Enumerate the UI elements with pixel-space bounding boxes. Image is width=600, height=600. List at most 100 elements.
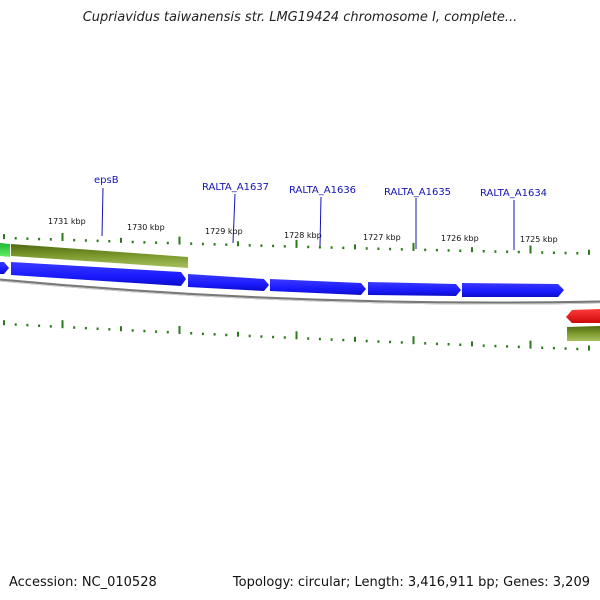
leader-line-RALTA_A1636 bbox=[319, 196, 322, 247]
scale-tick bbox=[143, 329, 146, 333]
scale-tick bbox=[400, 248, 403, 251]
scale-tick bbox=[318, 246, 321, 249]
scale-tick bbox=[447, 343, 450, 346]
scale-tick bbox=[588, 345, 590, 351]
gene-label-RALTA_A1635[interactable]: RALTA_A1635 bbox=[384, 187, 451, 198]
accession-text: Accession: NC_010528 bbox=[9, 575, 157, 590]
gene-label-RALTA_A1636[interactable]: RALTA_A1636 bbox=[289, 185, 356, 196]
scale-tick bbox=[459, 343, 462, 346]
scale-tick bbox=[342, 338, 345, 342]
gene-label-epsB[interactable]: epsB bbox=[94, 175, 119, 186]
scale-tick bbox=[506, 345, 509, 348]
scale-tick bbox=[295, 331, 298, 340]
scale-tick bbox=[588, 249, 590, 255]
scale-tick bbox=[155, 241, 158, 244]
scale-tick bbox=[447, 249, 450, 252]
bright-green-feature[interactable] bbox=[0, 243, 10, 257]
scale-tick bbox=[26, 323, 29, 327]
scale-tick bbox=[307, 337, 310, 340]
scale-tick bbox=[3, 320, 5, 326]
scale-tick bbox=[576, 252, 579, 255]
scale-tick bbox=[155, 330, 158, 333]
scale-tick bbox=[471, 247, 473, 253]
scale-tick bbox=[213, 243, 216, 246]
scale-tick bbox=[131, 329, 134, 332]
chromosome-backbone bbox=[0, 278, 600, 305]
gene-arrow-RALTA_A1635[interactable] bbox=[368, 282, 461, 296]
scale-tick bbox=[564, 251, 567, 255]
scale-tick bbox=[166, 241, 169, 245]
scale-tick bbox=[435, 248, 438, 252]
scale-tick bbox=[494, 250, 497, 253]
map-title: Cupriavidus taiwanensis str. LMG19424 ch… bbox=[82, 10, 518, 25]
green-feature-top[interactable] bbox=[11, 244, 188, 268]
gene-arrow-epsB[interactable] bbox=[11, 262, 186, 286]
scale-tick bbox=[108, 328, 111, 331]
scale-tick bbox=[365, 339, 368, 343]
scale-tick bbox=[73, 238, 76, 242]
scale-tick bbox=[517, 345, 520, 349]
scale-tick bbox=[201, 242, 204, 246]
scale-tick bbox=[213, 333, 216, 336]
scale-tick bbox=[389, 340, 392, 344]
scale-tick bbox=[96, 239, 99, 243]
upper-scale-ticks bbox=[3, 233, 590, 255]
gene-label-RALTA_A1634[interactable]: RALTA_A1634 bbox=[480, 188, 547, 199]
scale-tick bbox=[61, 233, 64, 241]
scale-tick bbox=[201, 332, 204, 336]
scale-label-1729: 1729 kbp bbox=[205, 227, 243, 236]
scale-tick bbox=[26, 237, 29, 240]
scale-tick bbox=[412, 242, 415, 251]
scale-tick bbox=[3, 234, 5, 240]
scale-tick bbox=[564, 347, 567, 350]
scale-tick bbox=[482, 250, 485, 253]
scale-tick bbox=[529, 245, 532, 254]
scale-tick bbox=[435, 342, 438, 346]
scale-tick bbox=[272, 335, 275, 339]
scale-tick bbox=[552, 346, 555, 350]
scale-tick bbox=[365, 247, 368, 250]
scale-tick bbox=[307, 245, 310, 249]
scale-tick bbox=[14, 237, 17, 240]
scale-tick bbox=[143, 241, 146, 244]
leader-line-RALTA_A1637 bbox=[232, 193, 236, 244]
scale-tick bbox=[96, 327, 99, 330]
red-feature[interactable] bbox=[566, 309, 600, 323]
gene-label-RALTA_A1637[interactable]: RALTA_A1637 bbox=[202, 182, 269, 193]
scale-tick bbox=[459, 249, 462, 252]
scale-tick bbox=[354, 336, 356, 342]
scale-tick bbox=[529, 340, 532, 349]
leader-line-epsB bbox=[101, 187, 104, 237]
gene-arrow-RALTA_A1634[interactable] bbox=[462, 283, 564, 297]
scale-tick bbox=[330, 246, 333, 249]
scale-tick bbox=[190, 332, 193, 335]
gene-arrow-left-edge[interactable] bbox=[0, 262, 9, 274]
gene-arrow-RALTA_A1637[interactable] bbox=[188, 274, 269, 291]
scale-tick bbox=[131, 240, 134, 244]
scale-tick bbox=[424, 248, 427, 252]
scale-tick bbox=[166, 330, 169, 334]
scale-label-1731: 1731 kbp bbox=[48, 217, 86, 226]
scale-tick bbox=[237, 241, 239, 247]
scale-tick bbox=[260, 244, 263, 247]
scale-tick bbox=[38, 324, 41, 327]
gene-arrow-RALTA_A1636[interactable] bbox=[270, 279, 366, 295]
scale-tick bbox=[49, 238, 52, 241]
scale-tick bbox=[38, 237, 41, 241]
scale-tick bbox=[389, 247, 392, 251]
scale-tick bbox=[552, 251, 555, 254]
scale-tick bbox=[190, 242, 193, 245]
scale-tick bbox=[295, 239, 298, 248]
scale-label-1726: 1726 kbp bbox=[441, 234, 479, 243]
scale-tick bbox=[49, 325, 52, 328]
scale-tick bbox=[576, 347, 579, 351]
green-feature-bottom[interactable] bbox=[567, 326, 600, 341]
lower-scale-ticks bbox=[3, 320, 590, 351]
scale-tick bbox=[377, 247, 380, 250]
scale-tick bbox=[272, 244, 275, 248]
scale-tick bbox=[248, 334, 251, 338]
scale-tick bbox=[283, 336, 286, 339]
scale-label-1727: 1727 kbp bbox=[363, 233, 401, 242]
scale-tick bbox=[120, 237, 122, 243]
